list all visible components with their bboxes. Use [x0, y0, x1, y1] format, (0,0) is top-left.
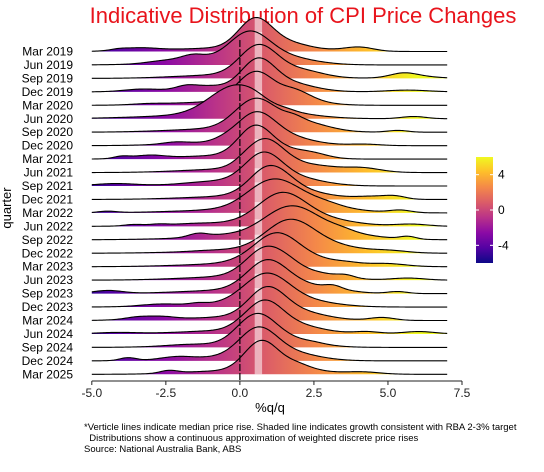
y-tick-label: Mar 2021 [22, 152, 73, 166]
chart-title: Indicative Distribution of CPI Price Cha… [90, 3, 517, 28]
legend-colorbar [476, 157, 493, 263]
ridge-outline [91, 259, 448, 295]
ridge-fill [91, 192, 448, 227]
y-tick-label: Jun 2021 [24, 166, 74, 180]
ridge-outline [91, 312, 448, 348]
y-tick-label: Dec 2024 [22, 354, 74, 368]
ridge-outline [91, 111, 448, 147]
ridge-outline [91, 218, 448, 254]
ridge-outline [91, 339, 448, 375]
y-tick-label: Mar 2022 [22, 206, 73, 220]
ridge-fill [91, 299, 448, 334]
y-tick-label: Sep 2019 [22, 71, 74, 85]
y-tick-label: Mar 2019 [22, 45, 73, 59]
x-axis-label: %q/q [255, 400, 285, 415]
x-tick-label: 2.5 [306, 386, 323, 400]
y-tick-label: Jun 2023 [24, 273, 74, 287]
color-legend: 4 0 -4 [476, 157, 509, 263]
target-band [254, 219, 263, 240]
y-tick-label: Dec 2021 [22, 192, 74, 206]
y-tick-label: Sep 2024 [22, 340, 74, 354]
y-tick-label: Sep 2020 [22, 125, 74, 139]
y-tick-label: Sep 2023 [22, 287, 74, 301]
ridge-fill [91, 205, 448, 240]
ridge-14 [91, 191, 448, 227]
ridge-outline [91, 43, 448, 79]
target-band [254, 71, 263, 106]
ridge-13 [91, 178, 448, 214]
ridge-outline [91, 299, 448, 334]
y-tick-label: Mar 2020 [22, 98, 73, 112]
ridge-fill [91, 44, 448, 79]
ridge-outline [91, 178, 448, 214]
footnote-distribution: Distributions show a continuous approxim… [84, 433, 419, 444]
ridge-outline [91, 285, 448, 322]
target-band [254, 182, 263, 213]
ridge-fill [91, 84, 448, 119]
x-tick-label: -5.0 [81, 386, 102, 400]
x-tick-label: 5.0 [380, 386, 397, 400]
y-tick-label: Jun 2024 [24, 327, 74, 341]
ridge-outline [91, 30, 448, 66]
target-band [254, 202, 263, 227]
ridge-outline [91, 151, 448, 187]
target-band [254, 340, 263, 375]
y-tick-label: Mar 2024 [22, 314, 73, 328]
ridge-outline [91, 272, 448, 308]
ridge-outline [91, 16, 448, 53]
ridge-outline [91, 57, 448, 93]
ridge-fill [91, 178, 448, 213]
ridge-outline [91, 84, 448, 120]
ridge-fill [91, 71, 448, 106]
ridge-outline [91, 245, 448, 281]
x-axis: -5.0 -2.5 0.0 2.5 5.0 7.5 [81, 40, 471, 400]
y-tick-label: Dec 2023 [22, 300, 74, 314]
ridge-5 [91, 70, 448, 106]
legend-tick-label: 4 [498, 168, 505, 182]
ridge-fill [91, 98, 448, 133]
ridge-outline [91, 232, 448, 268]
ridge-outline [91, 326, 448, 362]
legend-tick-label: -4 [498, 238, 509, 252]
ridge-layers [91, 16, 448, 375]
ridge-outline [91, 191, 448, 227]
footnote-source: Source: National Australia Bank, ABS [84, 444, 242, 455]
ridge-outline [91, 124, 448, 160]
ridge-15 [91, 205, 448, 241]
ridge-fill [91, 340, 448, 375]
y-tick-label: Dec 2019 [22, 85, 74, 99]
ridge-outline [91, 205, 448, 241]
y-tick-label: Sep 2022 [22, 233, 74, 247]
y-axis-label: quarter [0, 187, 14, 229]
y-tick-label: Mar 2025 [22, 367, 73, 381]
y-tick-label: Jun 2020 [24, 112, 74, 126]
ridge-25 [91, 339, 448, 375]
ridge-outline [91, 70, 448, 106]
y-tick-label: Jun 2022 [24, 219, 74, 233]
y-tick-label: Dec 2022 [22, 246, 74, 260]
x-tick-label: 0.0 [232, 386, 249, 400]
ridge-fill [91, 57, 448, 92]
y-tick-label: Sep 2021 [22, 179, 74, 193]
ridge-outline [91, 97, 448, 133]
ridge-outline [91, 164, 448, 200]
ridge-fill [91, 17, 448, 52]
y-tick-label: Mar 2023 [22, 260, 73, 274]
ridge-fill [91, 111, 448, 146]
ridge-outline [91, 137, 448, 174]
x-tick-label: 7.5 [454, 386, 471, 400]
y-tick-label: Jun 2019 [24, 58, 74, 72]
x-tick-label: -2.5 [156, 386, 177, 400]
legend-tick-label: 0 [498, 203, 505, 217]
y-tick-label: Dec 2020 [22, 139, 74, 153]
footnote-median: *Verticle lines indicate median price ri… [84, 422, 517, 433]
